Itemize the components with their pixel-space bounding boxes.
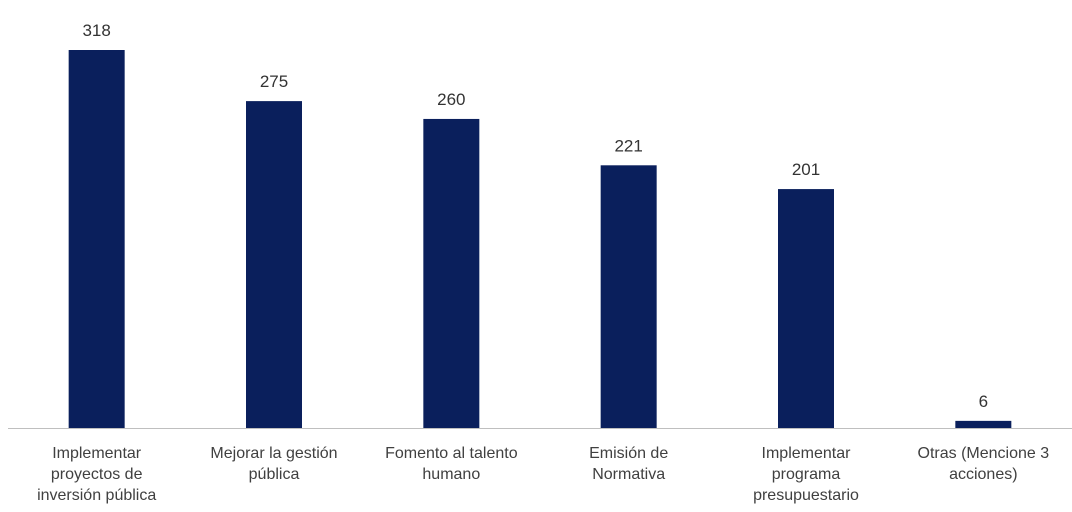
category-label-line: humano: [422, 466, 480, 483]
value-labels-group: 318 275 260 221 201 6: [82, 21, 988, 411]
category-label-line: Emisión de: [589, 445, 668, 462]
bar-4: [600, 165, 657, 428]
data-label-5: 201: [792, 160, 820, 179]
data-label-2: 275: [260, 72, 288, 91]
data-label-1: 318: [82, 21, 110, 40]
category-label-line: Implementar: [52, 445, 142, 462]
category-label-1: Implementar proyectos de inversión pública: [37, 445, 156, 504]
category-label-5: Implementar programa presupuestario: [753, 445, 859, 504]
bar-1: [68, 50, 125, 428]
category-label-line: Normativa: [592, 466, 665, 483]
category-label-line: Implementar: [762, 445, 852, 462]
category-label-6: Otras (Mencione 3 acciones): [918, 445, 1050, 483]
category-label-line: Mejorar la gestión: [210, 445, 337, 462]
bars-group: [68, 50, 1012, 429]
data-label-3: 260: [437, 90, 465, 109]
category-label-line: pública: [249, 466, 300, 483]
category-label-2: Mejorar la gestión pública: [210, 445, 337, 483]
category-label-line: inversión pública: [37, 487, 156, 504]
category-label-line: acciones): [949, 466, 1017, 483]
bar-3: [423, 118, 480, 429]
category-label-line: Otras (Mencione 3: [918, 445, 1050, 462]
category-label-line: Fomento al talento: [385, 445, 518, 462]
bar-2: [246, 101, 302, 428]
category-label-4: Emisión de Normativa: [589, 445, 668, 483]
category-labels-group: Implementar proyectos de inversión pública…: [37, 445, 1049, 504]
category-label-line: proyectos de: [51, 466, 143, 483]
data-label-4: 221: [614, 136, 642, 155]
bar-5: [778, 189, 834, 428]
category-label-3: Fomento al talento humano: [385, 445, 518, 483]
category-label-line: presupuestario: [753, 487, 859, 504]
data-label-6: 6: [979, 392, 988, 411]
category-label-line: programa: [772, 466, 841, 483]
bar-6: [955, 420, 1012, 428]
